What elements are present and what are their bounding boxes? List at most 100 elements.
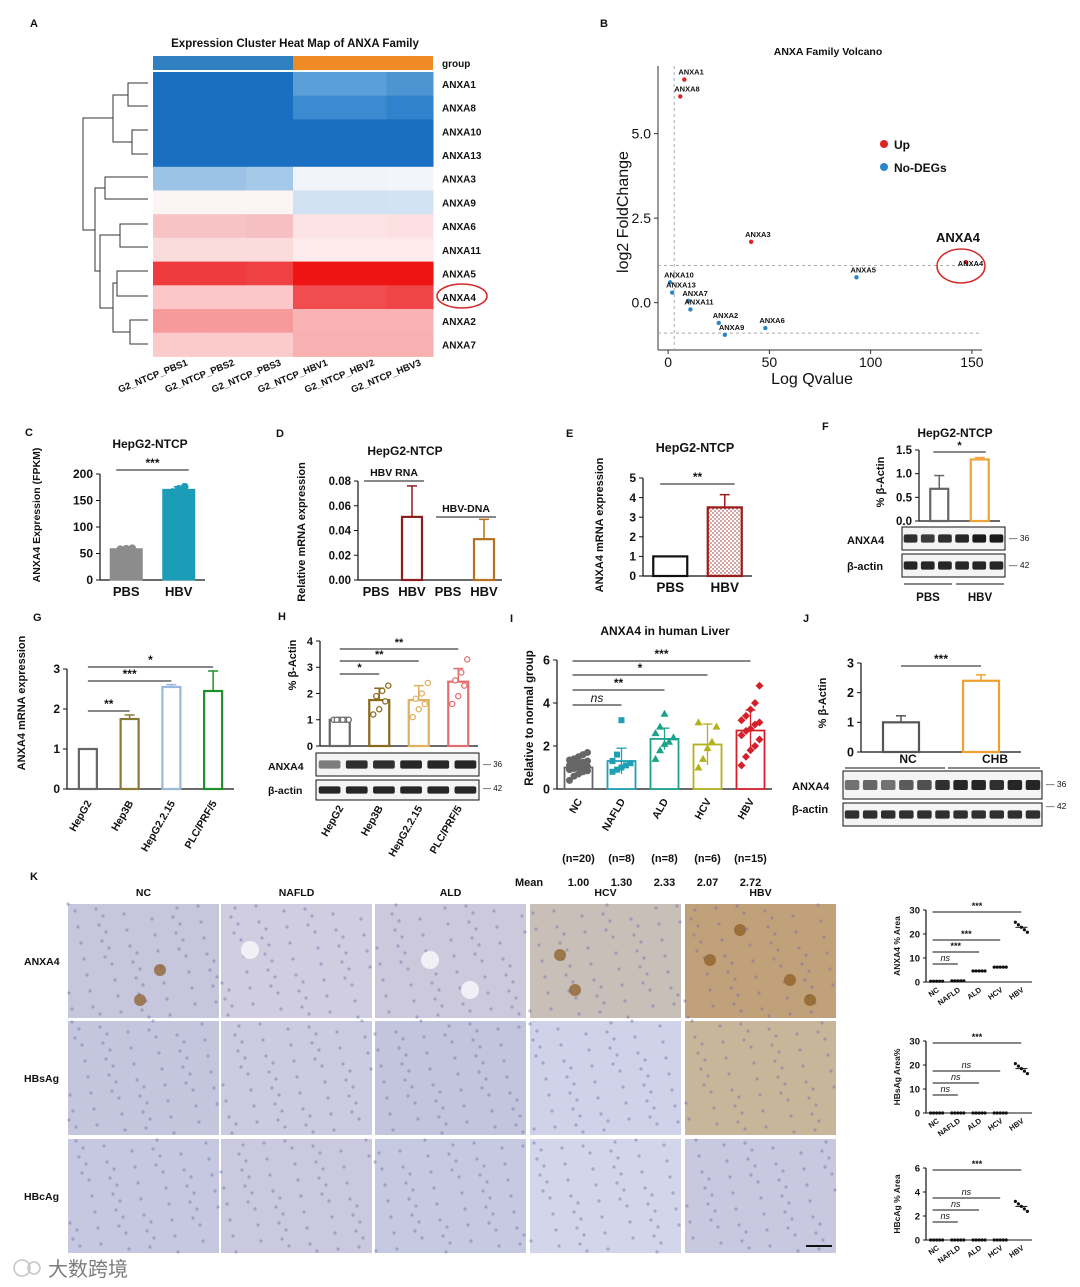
blot-band (989, 561, 1004, 570)
group-label: HBV-DNA (442, 503, 490, 515)
ihc-nucleus (122, 912, 126, 916)
ihc-nucleus (306, 923, 310, 927)
ihc-nucleus (716, 1225, 720, 1229)
y-tick-label: 1 (307, 715, 313, 727)
ihc-nucleus (433, 997, 437, 1001)
heatmap-row-label: ANXA9 (442, 198, 476, 209)
blot-band (971, 779, 986, 791)
blot-band (971, 810, 986, 819)
ihc-nucleus (565, 948, 569, 952)
ihc-nucleus (297, 989, 301, 993)
ihc-nucleus (440, 1004, 444, 1008)
ihc-stain (784, 974, 796, 986)
ihc-nucleus (450, 1168, 454, 1172)
y-axis-label: ANXA4 mRNA expression (594, 457, 606, 592)
data-point (755, 681, 764, 690)
ihc-nucleus (142, 1213, 146, 1217)
ihc-nucleus (687, 1117, 691, 1121)
y-tick-label: 0 (307, 741, 313, 753)
ihc-nucleus (277, 1093, 281, 1097)
ihc-nucleus (732, 1002, 736, 1006)
ihc-nucleus (273, 1102, 277, 1106)
significance-label: ** (693, 470, 703, 484)
data-point (457, 669, 465, 676)
blot-band (935, 779, 950, 791)
heatmap-cell (293, 190, 341, 215)
ihc-nucleus (107, 1073, 111, 1077)
significance-label: ** (104, 697, 114, 711)
heatmap-cell (199, 285, 247, 310)
blot-band (880, 810, 896, 819)
ihc-nucleus (576, 1201, 580, 1205)
y-tick-label: 100 (73, 520, 93, 534)
ihc-nucleus (606, 1247, 610, 1251)
ihc-nucleus (348, 1069, 352, 1073)
panel-j: J % β-Actin 0 1 2 3 *** NC CHB ANXA4 β-actin — 36… (792, 613, 1067, 827)
ihc-nucleus (622, 1188, 626, 1192)
ihc-row-label: HBsAg (24, 1073, 59, 1085)
y-tick-label: 2 (629, 530, 636, 544)
ihc-nucleus (645, 1099, 649, 1103)
ihc-image (68, 1021, 219, 1135)
ihc-nucleus (769, 941, 773, 945)
ihc-nucleus (613, 1140, 617, 1144)
ihc-nucleus (821, 1238, 825, 1242)
ihc-nucleus (489, 1007, 493, 1011)
y-tick-label: 30 (909, 1036, 920, 1047)
heatmap-cell (339, 143, 387, 168)
blot-band (862, 779, 878, 791)
ihc-nucleus (636, 924, 640, 928)
ihc-nucleus (350, 1110, 354, 1114)
data-point (703, 744, 712, 752)
ihc-nucleus (240, 1168, 244, 1172)
blot-band (1025, 779, 1041, 791)
ihc-nucleus (316, 946, 320, 950)
ihc-nucleus (133, 1165, 137, 1169)
ihc-nucleus (707, 1177, 711, 1181)
x-tick-label: HBV (1007, 1116, 1025, 1132)
ihc-nucleus (90, 1194, 94, 1198)
ihc-nucleus (113, 978, 117, 982)
ihc-nucleus (182, 1168, 186, 1172)
legend-up-label: Up (894, 138, 910, 152)
ihc-nucleus (101, 1041, 105, 1045)
ihc-nucleus (473, 952, 477, 956)
ihc-nucleus (411, 1188, 415, 1192)
ihc-nucleus (823, 1165, 827, 1169)
ihc-nucleus (277, 1221, 281, 1225)
ihc-nucleus (625, 1204, 629, 1208)
ihc-nucleus (205, 952, 209, 956)
ihc-nucleus (148, 1117, 152, 1121)
heatmap-cell (199, 72, 247, 97)
ihc-image (221, 1139, 372, 1253)
ihc-nucleus (213, 1189, 217, 1193)
ihc-nucleus (465, 1120, 469, 1124)
heatmap-cell (339, 237, 387, 263)
ihc-nucleus (787, 1201, 791, 1205)
ihc-nucleus (280, 1237, 284, 1241)
heatmap-cell (339, 72, 387, 97)
lane-group-label: PBS (916, 592, 940, 604)
bar-chart-e: 0 1 2 3 4 5 PBS HBV ** (629, 470, 752, 595)
ihc-nucleus (514, 996, 518, 1000)
ihc-nucleus (593, 1080, 597, 1084)
panel-letter: J (803, 613, 809, 625)
ihc-nucleus (366, 1051, 370, 1055)
ihc-nucleus (246, 1072, 250, 1076)
point-label: ANXA2 (713, 311, 738, 320)
dot-chart-i: 0 2 4 6 NC (n=20) 1.00 NAFLD (n=8) 1.30 ALD (n=8) 2.… (515, 647, 772, 889)
ihc-nucleus (809, 1010, 813, 1014)
ihc-nucleus (400, 1062, 404, 1066)
ihc-nucleus (740, 1239, 744, 1243)
heatmap-cell (246, 285, 294, 310)
ihc-nucleus (105, 1032, 109, 1036)
heatmap-cell (246, 119, 294, 144)
ihc-nucleus (169, 1115, 173, 1119)
ihc-nucleus (459, 1088, 463, 1092)
ihc-nucleus (535, 1029, 539, 1033)
ihc-nucleus (83, 1059, 87, 1063)
ihc-nucleus (772, 957, 776, 961)
ihc-nucleus (634, 1138, 638, 1142)
volcano-point (667, 280, 673, 285)
ihc-nucleus (636, 1051, 640, 1055)
